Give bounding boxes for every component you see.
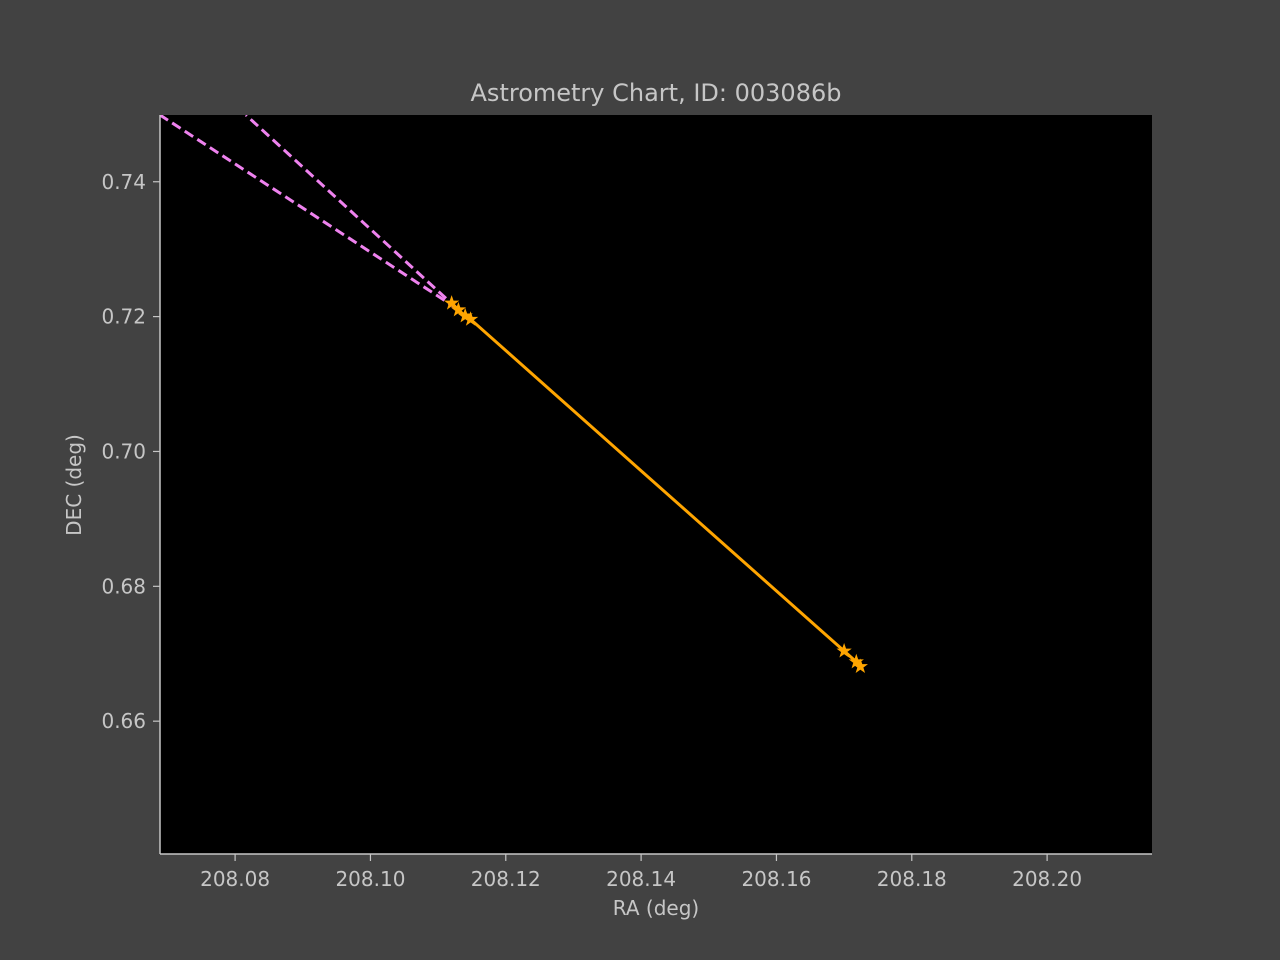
x-tick-label: 208.14 (606, 867, 676, 891)
data-point-marker (450, 301, 467, 317)
data-point-marker (852, 658, 868, 674)
data-point-marker (462, 311, 479, 326)
y-tick-label: 0.70 (101, 439, 146, 463)
x-tick-label: 208.08 (200, 867, 270, 891)
y-tick-label: 0.66 (101, 709, 146, 733)
ticks-layer: 208.08 208.10 208.12 208.14 208.16 208.18 208.… (101, 170, 1082, 891)
x-tick-label: 208.16 (741, 867, 811, 891)
x-tick-label: 208.18 (877, 867, 947, 891)
y-tick-label: 0.74 (101, 170, 146, 194)
y-tick-label: 0.68 (101, 574, 146, 598)
x-axis-label: RA (deg) (613, 896, 699, 920)
chart-title: Astrometry Chart, ID: 003086b (471, 79, 842, 107)
x-tick-label: 208.10 (335, 867, 405, 891)
y-tick-label: 0.72 (101, 305, 146, 329)
y-axis-label: DEC (deg) (62, 434, 86, 536)
data-point-marker (444, 295, 460, 310)
series-layer (160, 115, 868, 674)
series-line-1 (244, 115, 459, 310)
x-tick-label: 208.20 (1012, 867, 1082, 891)
data-point-marker (836, 643, 852, 658)
x-tick-label: 208.12 (471, 867, 541, 891)
